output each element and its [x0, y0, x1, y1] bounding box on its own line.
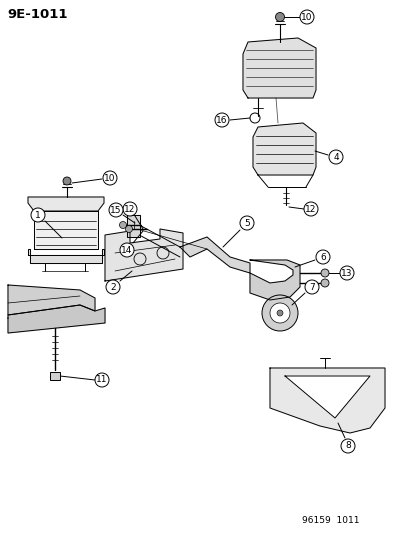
Circle shape [276, 310, 282, 316]
Text: 12: 12 [304, 205, 316, 214]
Text: 5: 5 [244, 219, 249, 228]
Bar [50, 372, 60, 380]
Circle shape [320, 269, 328, 277]
Circle shape [106, 280, 120, 294]
Circle shape [63, 177, 71, 185]
Circle shape [95, 373, 109, 387]
Circle shape [269, 303, 289, 323]
Circle shape [214, 113, 228, 127]
Circle shape [120, 243, 134, 257]
Text: 6: 6 [319, 253, 325, 262]
Circle shape [320, 279, 328, 287]
Text: 11: 11 [96, 376, 107, 384]
Polygon shape [252, 123, 315, 175]
Text: 9E-1011: 9E-1011 [7, 8, 67, 21]
Circle shape [303, 202, 317, 216]
Text: 10: 10 [301, 12, 312, 21]
Text: 13: 13 [340, 269, 352, 278]
Polygon shape [8, 305, 105, 333]
Text: 12: 12 [124, 205, 135, 214]
Circle shape [261, 295, 297, 331]
Text: 14: 14 [121, 246, 133, 254]
Polygon shape [249, 260, 299, 300]
Circle shape [304, 280, 318, 294]
Circle shape [275, 12, 284, 21]
Circle shape [109, 203, 123, 217]
Text: 2: 2 [110, 282, 116, 292]
Circle shape [299, 10, 313, 24]
Circle shape [328, 150, 342, 164]
Circle shape [240, 216, 254, 230]
Polygon shape [28, 249, 104, 263]
Circle shape [31, 208, 45, 222]
Circle shape [125, 225, 132, 232]
Text: 4: 4 [332, 152, 338, 161]
Polygon shape [127, 215, 140, 237]
Polygon shape [28, 197, 104, 211]
Polygon shape [105, 229, 183, 281]
Text: 1: 1 [35, 211, 41, 220]
Text: 96159  1011: 96159 1011 [301, 516, 358, 525]
Circle shape [340, 439, 354, 453]
Text: 15: 15 [110, 206, 121, 214]
Circle shape [119, 222, 126, 229]
Polygon shape [269, 368, 384, 433]
Polygon shape [180, 237, 249, 273]
Circle shape [123, 202, 137, 216]
Polygon shape [284, 376, 369, 418]
Polygon shape [242, 38, 315, 98]
Polygon shape [8, 285, 95, 315]
Polygon shape [34, 211, 98, 249]
Text: 7: 7 [309, 282, 314, 292]
Text: 16: 16 [216, 116, 227, 125]
Circle shape [339, 266, 353, 280]
Text: 8: 8 [344, 441, 350, 450]
Circle shape [315, 250, 329, 264]
Text: 10: 10 [104, 174, 116, 182]
Circle shape [103, 171, 117, 185]
